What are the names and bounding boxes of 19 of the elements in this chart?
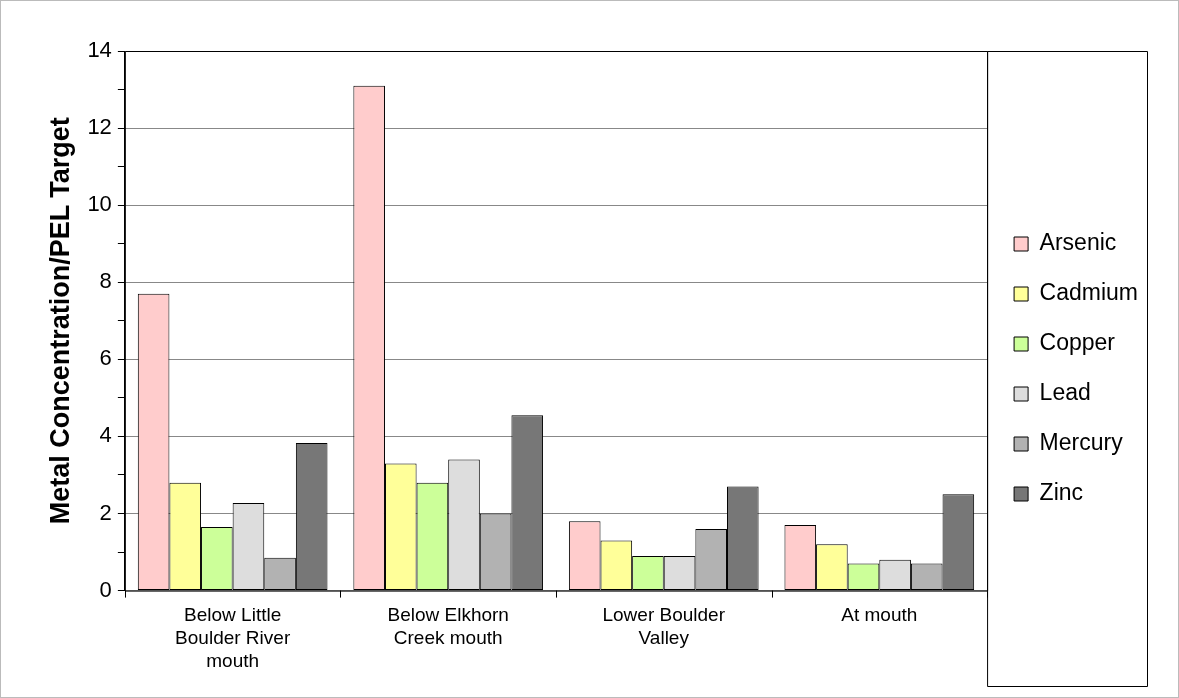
legend-label: Cadmium bbox=[1039, 279, 1139, 306]
legend-label: Zinc bbox=[1039, 479, 1084, 506]
legend-label: Mercury bbox=[1039, 429, 1124, 456]
y-tick-label: 6 bbox=[99, 345, 112, 371]
x-tick-label: At mouth bbox=[841, 604, 918, 626]
y-tick-label: 8 bbox=[99, 268, 112, 294]
x-tick-label: Lower Boulder Valley bbox=[602, 604, 726, 649]
legend-label: Lead bbox=[1039, 379, 1091, 406]
y-tick-label: 12 bbox=[87, 114, 112, 140]
x-tick-label: Below Elkhorn Creek mouth bbox=[387, 604, 509, 649]
legend-label: Arsenic bbox=[1039, 229, 1117, 256]
x-tick-label: Below Little Boulder River mouth bbox=[175, 604, 291, 671]
y-tick-label: 2 bbox=[99, 499, 112, 525]
y-tick-label: 0 bbox=[99, 576, 112, 602]
y-axis-title: Metal Concentration/PEL Target bbox=[44, 117, 75, 525]
legend-label: Copper bbox=[1039, 329, 1116, 356]
y-tick-label: 14 bbox=[87, 37, 112, 63]
y-tick-label: 4 bbox=[99, 422, 112, 448]
y-tick-label: 10 bbox=[87, 191, 112, 217]
